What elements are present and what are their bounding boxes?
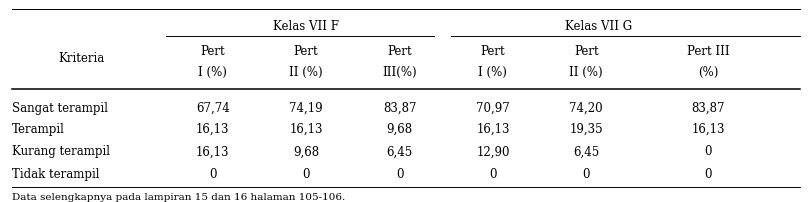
Text: 16,13: 16,13 [195,145,230,158]
Text: 0: 0 [488,168,496,181]
Text: 0: 0 [581,168,590,181]
Text: 0: 0 [395,168,403,181]
Text: 16,13: 16,13 [690,123,724,136]
Text: 74,19: 74,19 [289,102,323,115]
Text: 70,97: 70,97 [475,102,509,115]
Text: Pert: Pert [200,45,225,58]
Text: Tidak terampil: Tidak terampil [12,168,100,181]
Text: Sangat terampil: Sangat terampil [12,102,108,115]
Text: 0: 0 [703,145,711,158]
Text: 12,90: 12,90 [475,145,509,158]
Text: III(%): III(%) [382,66,416,79]
Text: Terampil: Terampil [12,123,65,136]
Text: 6,45: 6,45 [386,145,412,158]
Text: Pert: Pert [294,45,318,58]
Text: Kurang terampil: Kurang terampil [12,145,110,158]
Text: 0: 0 [703,168,711,181]
Text: 0: 0 [208,168,217,181]
Text: 16,13: 16,13 [195,123,230,136]
Text: 83,87: 83,87 [382,102,416,115]
Text: Kriteria: Kriteria [58,52,104,65]
Text: 67,74: 67,74 [195,102,230,115]
Text: 6,45: 6,45 [573,145,599,158]
Text: I (%): I (%) [198,66,227,79]
Text: II (%): II (%) [569,66,603,79]
Text: 83,87: 83,87 [690,102,724,115]
Text: Pert: Pert [387,45,411,58]
Text: 19,35: 19,35 [569,123,603,136]
Text: Pert: Pert [480,45,504,58]
Text: (%): (%) [697,66,718,79]
Text: I (%): I (%) [478,66,507,79]
Text: Pert: Pert [573,45,598,58]
Text: Data selengkapnya pada lampiran 15 dan 16 halaman 105-106.: Data selengkapnya pada lampiran 15 dan 1… [12,194,345,202]
Text: Kelas VII F: Kelas VII F [272,20,339,33]
Text: 0: 0 [302,168,310,181]
Text: Pert III: Pert III [686,45,728,58]
Text: II (%): II (%) [289,66,323,79]
Text: 16,13: 16,13 [289,123,323,136]
Text: Kelas VII G: Kelas VII G [564,20,631,33]
Text: 9,68: 9,68 [293,145,319,158]
Text: 9,68: 9,68 [386,123,412,136]
Text: 16,13: 16,13 [475,123,509,136]
Text: 74,20: 74,20 [569,102,603,115]
